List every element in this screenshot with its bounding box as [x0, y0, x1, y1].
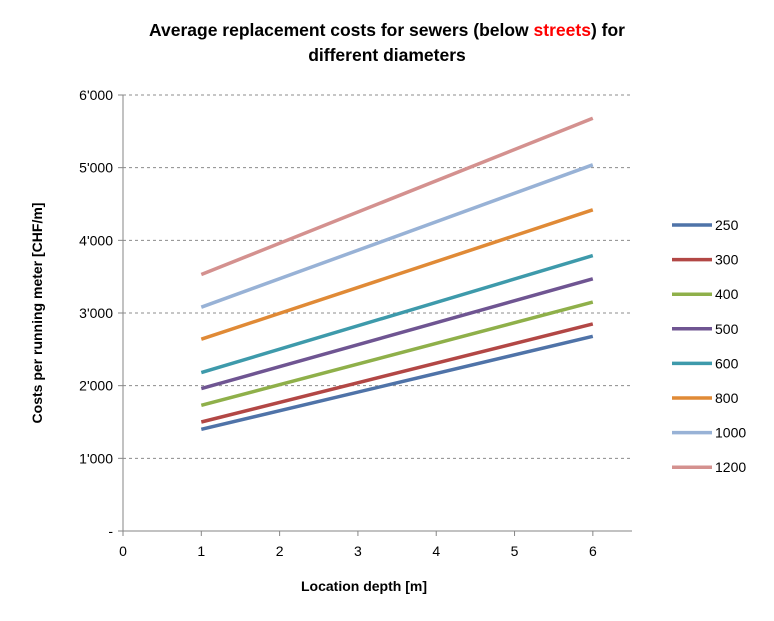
title-text-part: Average replacement costs for sewers (be…: [149, 20, 534, 40]
y-tick-label: 6'000: [79, 87, 113, 103]
y-tick-label: 5'000: [79, 160, 113, 176]
series-line-1200: [200, 116, 594, 277]
y-tick-label: -: [108, 523, 113, 539]
y-tick-label: 2'000: [79, 378, 113, 394]
legend-label-1000: 1000: [715, 425, 746, 441]
legend: 250 300 400 500 600 800 1000 1200: [672, 217, 746, 475]
y-tick-label: 3'000: [79, 305, 113, 321]
gridlines: [123, 94, 632, 459]
series-line-500: [200, 277, 594, 391]
x-tick-label: 4: [432, 543, 440, 559]
chart-title: Average replacement costs for sewers (be…: [0, 18, 774, 68]
x-axis-title: Location depth [m]: [301, 578, 427, 594]
y-axis-title: Costs per running meter [CHF/m]: [29, 203, 45, 424]
chart-title-line1: Average replacement costs for sewers (be…: [0, 18, 774, 43]
series-line-250: [200, 334, 594, 432]
y-tick-label: 1'000: [79, 450, 113, 466]
x-tick-label: 3: [354, 543, 362, 559]
series-line-1000: [200, 163, 594, 309]
x-tick-label: 0: [119, 543, 127, 559]
x-tick-label: 6: [589, 543, 597, 559]
x-tick-label: 5: [511, 543, 519, 559]
series-line-800: [200, 208, 594, 341]
title-text-part: ) for: [590, 20, 625, 40]
legend-label-1200: 1200: [715, 459, 746, 475]
series-lines: [200, 116, 594, 432]
legend-label-300: 300: [715, 252, 739, 268]
y-tick-label: 4'000: [79, 232, 113, 248]
title-highlight: streets: [533, 20, 591, 40]
series-line-600: [200, 253, 594, 375]
legend-label-600: 600: [715, 355, 739, 371]
axes: - 1'000 2'000 3'000 4'000 5'000 6'000 0 1 2 3 4 5 6: [79, 87, 632, 559]
x-tick-label: 2: [276, 543, 284, 559]
series-line-400: [200, 300, 594, 407]
legend-label-800: 800: [715, 390, 739, 406]
legend-label-250: 250: [715, 217, 739, 233]
legend-label-400: 400: [715, 286, 739, 302]
series-line-300: [200, 322, 594, 424]
chart-title-line2: different diameters: [308, 45, 466, 65]
legend-label-500: 500: [715, 321, 739, 337]
x-tick-label: 1: [197, 543, 205, 559]
